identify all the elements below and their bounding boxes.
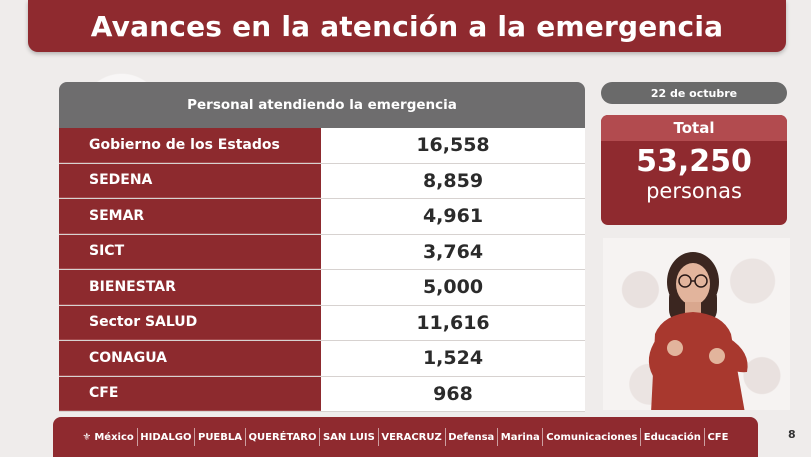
table-row: CONAGUA 1,524 — [59, 341, 585, 377]
logo-mexico: ⚜ México — [82, 431, 134, 443]
row-label: SICT — [59, 234, 321, 269]
divider — [194, 428, 196, 446]
row-value: 11,616 — [321, 305, 585, 340]
divider — [444, 428, 446, 446]
row-label: CFE — [59, 376, 321, 411]
divider — [377, 428, 379, 446]
row-label: Sector SALUD — [59, 305, 321, 340]
logo-veracruz: VERACRUZ — [381, 431, 442, 443]
table-row: BIENESTAR 5,000 — [59, 270, 585, 306]
row-label: Gobierno de los Estados — [59, 128, 321, 163]
page-title: Avances en la atención a la emergencia — [90, 9, 724, 43]
divider — [319, 428, 321, 446]
row-label: CONAGUA — [59, 341, 321, 376]
total-label: Total — [601, 115, 787, 141]
row-value: 968 — [321, 376, 585, 411]
logo-san-luis: SAN LUIS — [322, 431, 375, 443]
divider — [136, 428, 138, 446]
row-value: 16,558 — [321, 128, 585, 163]
row-value: 4,961 — [321, 199, 585, 234]
table-row: SICT 3,764 — [59, 234, 585, 270]
footer-logos-bar: ⚜ México HIDALGO PUEBLA QUERÉTARO SAN LUI… — [53, 417, 758, 457]
logo-comunicaciones: Comunicaciones — [546, 431, 638, 443]
total-card: Total 53,250 personas — [601, 115, 787, 225]
table-row: CFE 968 — [59, 376, 585, 412]
logo-puebla: PUEBLA — [197, 431, 242, 443]
row-value: 3,764 — [321, 234, 585, 269]
logo-hidalgo: HIDALGO — [140, 431, 192, 443]
row-label: SEDENA — [59, 163, 321, 198]
table-row: SEDENA 8,859 — [59, 163, 585, 199]
row-value: 8,859 — [321, 163, 585, 198]
divider — [703, 428, 705, 446]
interpreter-figure — [648, 252, 748, 410]
table-row: Gobierno de los Estados 16,558 — [59, 128, 585, 164]
row-value: 1,524 — [321, 341, 585, 376]
row-value: 5,000 — [321, 270, 585, 305]
logo-defensa: Defensa — [448, 431, 495, 443]
divider — [640, 428, 642, 446]
divider — [244, 428, 246, 446]
logo-queretaro: QUERÉTARO — [248, 431, 317, 443]
table-header: Personal atendiendo la emergencia — [59, 82, 585, 128]
title-banner: Avances en la atención a la emergencia — [28, 0, 786, 52]
logo-educacion: Educación — [643, 431, 701, 443]
table-row: SEMAR 4,961 — [59, 199, 585, 235]
logo-cfe: CFE — [707, 431, 729, 443]
row-label: SEMAR — [59, 199, 321, 234]
row-label: BIENESTAR — [59, 270, 321, 305]
page-number: 8 — [788, 428, 796, 441]
divider — [542, 428, 544, 446]
personnel-table: Personal atendiendo la emergencia Gobier… — [59, 82, 585, 412]
mexico-seal-icon: ⚜ — [82, 431, 92, 443]
table-row: Sector SALUD 11,616 — [59, 305, 585, 341]
logo-marina: Marina — [500, 431, 540, 443]
date-badge: 22 de octubre — [601, 82, 787, 104]
total-unit: personas — [646, 179, 742, 203]
total-value: 53,250 — [636, 144, 752, 179]
divider — [497, 428, 499, 446]
sign-language-interpreter-video — [603, 238, 790, 410]
